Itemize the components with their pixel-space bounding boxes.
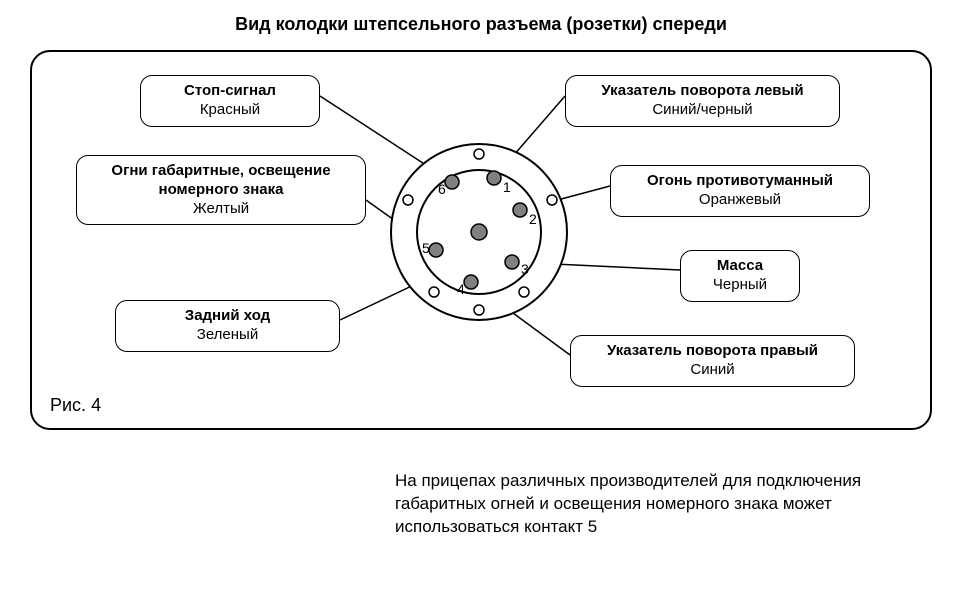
pin-label-pin4: Указатель поворота правыйСиний bbox=[570, 335, 855, 387]
pin-label-title: Стоп-сигнал bbox=[157, 82, 303, 101]
pin-label-color: Зеленый bbox=[132, 326, 323, 345]
pin-label-color: Оранжевый bbox=[627, 191, 853, 210]
pin-label-title: Задний ход bbox=[132, 307, 323, 326]
pin-label-title: Огни габаритные, освещение номерного зна… bbox=[93, 162, 349, 200]
pin-label-pin3: МассаЧерный bbox=[680, 250, 800, 302]
pin-label-title: Масса bbox=[697, 257, 783, 276]
pin-label-color: Красный bbox=[157, 101, 303, 120]
pin-label-title: Указатель поворота левый bbox=[582, 82, 823, 101]
figure-label: Рис. 4 bbox=[50, 395, 101, 416]
diagram-title: Вид колодки штепсельного разъема (розетк… bbox=[0, 14, 962, 35]
footnote-text: На прицепах различных производителей для… bbox=[395, 470, 875, 539]
pin-label-title: Огонь противотуманный bbox=[627, 172, 853, 191]
pin-label-color: Синий/черный bbox=[582, 101, 823, 120]
pin-label-pin6: Стоп-сигналКрасный bbox=[140, 75, 320, 127]
pin-label-title: Указатель поворота правый bbox=[587, 342, 838, 361]
pin-label-color: Черный bbox=[697, 276, 783, 295]
pin-label-color: Желтый bbox=[93, 200, 349, 219]
pin-label-pin-center: Задний ходЗеленый bbox=[115, 300, 340, 352]
pin-label-pin5: Огни габаритные, освещение номерного зна… bbox=[76, 155, 366, 225]
pin-label-pin2: Огонь противотуманныйОранжевый bbox=[610, 165, 870, 217]
pin-label-pin1: Указатель поворота левыйСиний/черный bbox=[565, 75, 840, 127]
pin-label-color: Синий bbox=[587, 361, 838, 380]
